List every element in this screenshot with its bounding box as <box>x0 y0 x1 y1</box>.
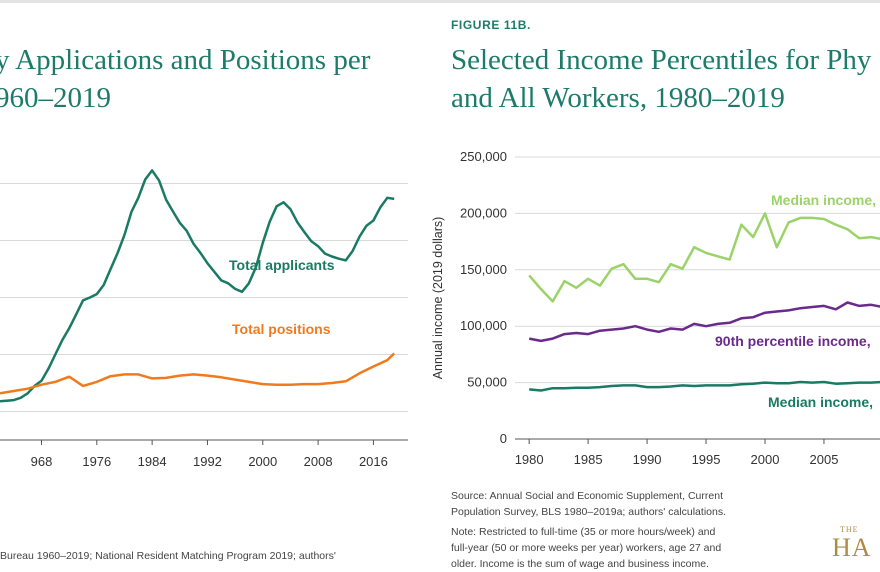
series-line-positions <box>0 352 396 395</box>
x-tick-label: 1995 <box>692 452 721 467</box>
left-source-note: Bureau 1960–2019; National Resident Matc… <box>0 550 336 562</box>
logo-main-text: HA <box>832 533 872 562</box>
series-label-p90-all-workers: 90th percentile income, <box>715 333 871 349</box>
hamilton-logo: THE HA <box>832 525 880 565</box>
x-tick-label: 968 <box>31 454 53 469</box>
x-tick-label: 1976 <box>82 454 111 469</box>
y-tick-label: 100,000 <box>460 318 507 333</box>
right-note-line2: full-year (50 or more weeks per year) wo… <box>451 542 722 554</box>
right-source-line1: Source: Annual Social and Economic Suppl… <box>451 490 723 502</box>
right-note-line3: older. Income is the sum of wage and bus… <box>451 558 709 570</box>
x-tick-label: 1984 <box>138 454 167 469</box>
right-note-line1: Note: Restricted to full-time (35 or mor… <box>451 526 716 538</box>
x-tick-label: 1990 <box>633 452 662 467</box>
series-label-median-physicians: Median income, <box>771 192 876 208</box>
right-chart-title-line2: and All Workers, 1980–2019 <box>451 82 785 114</box>
logo-small-text: THE <box>840 525 859 534</box>
right-source-line2: Population Survey, BLS 1980–2019a; autho… <box>451 506 726 518</box>
series-label-median-all-workers: Median income, <box>768 394 873 410</box>
right-chart-title-line1: Selected Income Percentiles for Phy <box>451 44 872 76</box>
x-tick-label: 1985 <box>574 452 603 467</box>
y-tick-label: 150,000 <box>460 262 507 277</box>
series-label-applicants: Total applicants <box>229 257 335 273</box>
y-axis-label: Annual income (2019 dollars) <box>431 217 445 380</box>
x-tick-label: 2005 <box>810 452 839 467</box>
series-label-positions: Total positions <box>232 321 331 337</box>
x-tick-label: 2000 <box>751 452 780 467</box>
figure-label: FIGURE 11B. <box>451 18 531 32</box>
y-tick-label: 50,000 <box>467 375 507 390</box>
left-chart-title-line1: y Applications and Positions per <box>0 44 371 76</box>
y-tick-label: 250,000 <box>460 149 507 164</box>
left-line-chart: 968 1976 1984 1992 2000 2008 2016 Total applica… <box>0 169 408 469</box>
y-tick-label: 200,000 <box>460 205 507 220</box>
x-tick-label: 1992 <box>193 454 222 469</box>
top-border <box>0 0 880 3</box>
x-tick-label: 1980 <box>515 452 544 467</box>
x-tick-label: 2008 <box>304 454 333 469</box>
series-line-median-physicians <box>528 212 880 303</box>
series-line-applicants <box>0 169 395 403</box>
left-chart-title-line2: 960–2019 <box>0 82 111 114</box>
series-line-p90-all-workers <box>528 301 880 343</box>
x-tick-label: 2016 <box>359 454 388 469</box>
series-line-median-all-workers <box>529 380 880 392</box>
x-tick-label: 2000 <box>248 454 277 469</box>
y-tick-label: 0 <box>500 431 507 446</box>
right-line-chart: 0 50,000 100,000 150,000 200,000 250,000 1980 1… <box>431 149 880 467</box>
